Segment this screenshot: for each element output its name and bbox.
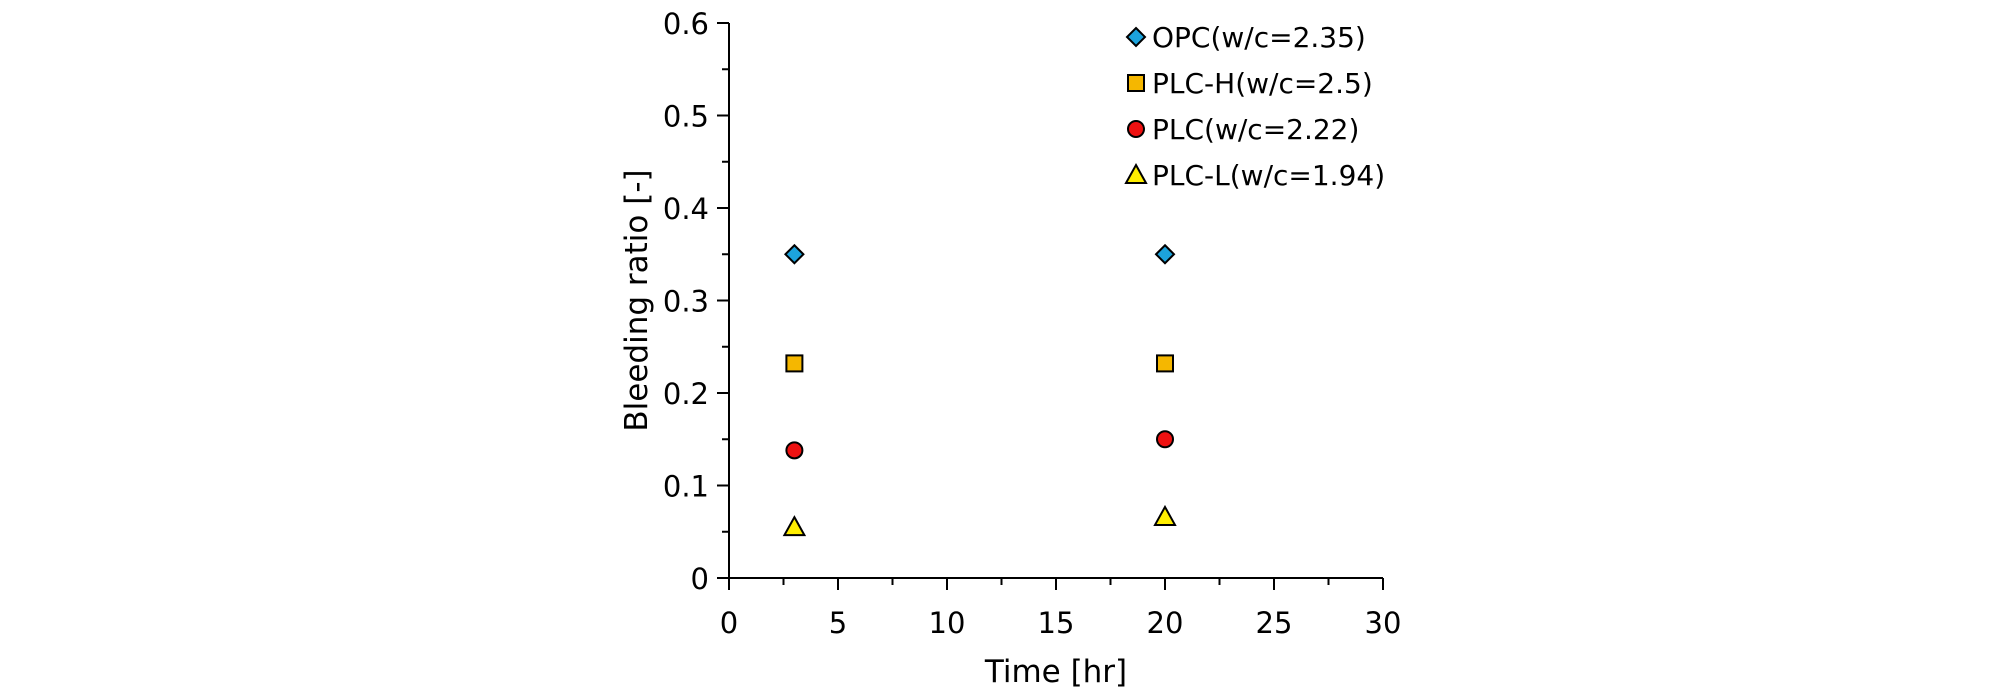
x-axis-title: Time [hr] <box>984 654 1127 690</box>
x-tick-label: 30 <box>1365 606 1402 640</box>
axes <box>728 23 1383 579</box>
legend-label: PLC(w/c=2.22) <box>1152 113 1359 146</box>
y-tick-label: 0.3 <box>663 285 709 319</box>
legend-label: PLC-H(w/c=2.5) <box>1152 67 1373 100</box>
x-tick-label: 20 <box>1147 606 1184 640</box>
y-tick-label: 0.2 <box>663 377 709 411</box>
legend-label: PLC-L(w/c=1.94) <box>1152 159 1385 192</box>
data-point-square <box>785 354 804 373</box>
x-tick-label: 10 <box>929 606 966 640</box>
y-tick-label: 0.4 <box>663 192 709 226</box>
x-tick-label: 0 <box>720 606 738 640</box>
legend: OPC(w/c=2.35) PLC-H(w/c=2.5) PLC(w/c=2.22)… <box>1124 21 1385 192</box>
data-point-triangle <box>782 515 807 537</box>
x-tick-label: 5 <box>829 606 847 640</box>
x-tick-label: 25 <box>1256 606 1293 640</box>
data-point-diamond <box>783 243 805 265</box>
legend-marker-triangle <box>1124 162 1148 184</box>
data-point-diamond <box>1154 243 1176 265</box>
y-tick-label: 0 <box>691 562 709 596</box>
y-tick-label: 0.6 <box>663 7 709 41</box>
x-tick-label: 15 <box>1038 606 1075 640</box>
legend-label: OPC(w/c=2.35) <box>1152 21 1366 54</box>
y-tick-label: 0.5 <box>663 100 709 134</box>
data-point-circle <box>785 441 804 460</box>
ticks <box>717 22 1384 590</box>
data-markers <box>782 243 1177 537</box>
data-point-triangle <box>1153 504 1177 526</box>
legend-marker-circle <box>1127 120 1145 138</box>
legend-marker-diamond <box>1125 26 1147 48</box>
data-point-square <box>1156 354 1174 373</box>
tick-labels: 0 5 10 15 20 25 30 0 0.1 0.2 0.3 0.4 0.5 0.6 <box>663 7 1402 640</box>
y-axis-title: Bleeding ratio [-] <box>619 169 655 431</box>
y-tick-label: 0.1 <box>663 470 709 504</box>
legend-marker-square <box>1127 74 1145 92</box>
data-point-circle <box>1156 430 1174 449</box>
